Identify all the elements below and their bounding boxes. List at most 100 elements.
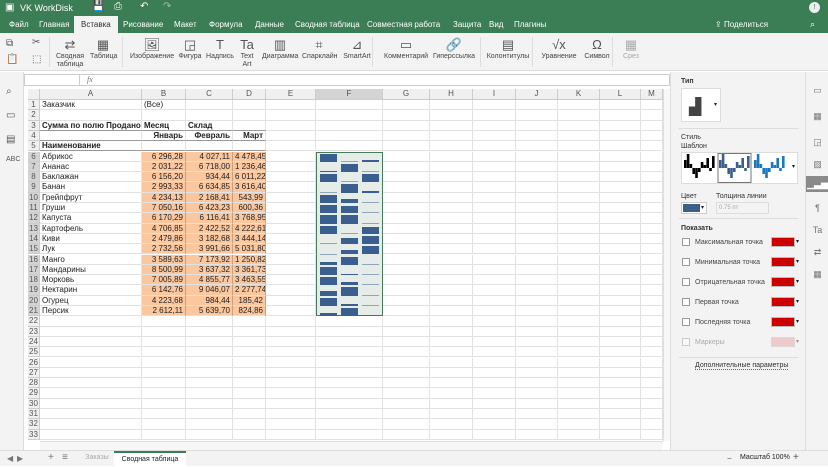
cell[interactable] (516, 409, 558, 420)
chart-button[interactable]: ▥ Диаграмма (262, 37, 298, 61)
cell[interactable] (383, 244, 430, 255)
cell[interactable] (600, 192, 641, 203)
row-header[interactable]: 31 (28, 409, 40, 420)
cell[interactable] (516, 203, 558, 214)
cell[interactable] (266, 295, 316, 306)
cell[interactable] (142, 141, 186, 152)
row-header[interactable]: 15 (28, 244, 40, 255)
cell[interactable] (383, 429, 430, 440)
row-header[interactable]: 4 (28, 130, 40, 142)
cell[interactable] (266, 141, 316, 152)
cell[interactable]: 5 031,80 (233, 244, 266, 255)
cell[interactable] (383, 336, 430, 348)
row-header[interactable]: 28 (28, 378, 40, 389)
row-header[interactable]: 16 (28, 254, 40, 265)
cell[interactable] (558, 326, 600, 337)
cell[interactable] (186, 110, 233, 121)
row-header[interactable]: 20 (28, 295, 40, 306)
cell[interactable]: 185,42 (233, 295, 266, 306)
cell[interactable]: 6 116,41 (186, 213, 233, 224)
search-icon[interactable]: ⌕ (810, 19, 816, 29)
cell[interactable] (383, 110, 430, 121)
cell[interactable] (516, 254, 558, 265)
cell[interactable] (558, 275, 600, 286)
marker-color-picker[interactable] (771, 317, 795, 327)
cell[interactable] (383, 326, 430, 337)
cell[interactable] (600, 213, 641, 224)
cell[interactable] (641, 254, 663, 265)
cell[interactable] (641, 306, 663, 317)
cell[interactable] (558, 223, 600, 234)
cell[interactable] (383, 419, 430, 430)
cell[interactable] (233, 378, 266, 389)
cell[interactable] (186, 367, 233, 379)
cell[interactable] (233, 388, 266, 399)
formula-input[interactable] (97, 75, 667, 85)
tab-8[interactable]: Совместная работа (367, 20, 441, 29)
checkbox-0[interactable] (682, 238, 690, 246)
row-header[interactable]: 1 (28, 100, 40, 111)
cell[interactable] (558, 203, 600, 214)
cell[interactable] (430, 264, 473, 276)
tab-1[interactable]: Главная (39, 20, 70, 29)
cell[interactable] (233, 409, 266, 420)
cell[interactable] (473, 285, 516, 296)
pivot-settings-icon[interactable]: ⇄ (813, 247, 822, 257)
cell[interactable] (383, 306, 430, 317)
row-header[interactable]: 18 (28, 275, 40, 286)
tab-2[interactable]: Вставка (74, 16, 118, 33)
cell[interactable] (383, 203, 430, 214)
cell[interactable] (473, 264, 516, 276)
cell[interactable] (516, 398, 558, 409)
cell[interactable] (233, 316, 266, 327)
cell[interactable] (40, 419, 142, 430)
cell[interactable]: 824,86 (233, 306, 266, 317)
cell[interactable] (186, 100, 233, 111)
cell[interactable]: Банан (40, 182, 142, 193)
cell[interactable] (641, 336, 663, 348)
cell[interactable] (558, 316, 600, 327)
cell[interactable]: 3 182,68 (186, 233, 233, 245)
cell[interactable] (473, 203, 516, 214)
cell[interactable] (40, 326, 142, 337)
add-sheet-icon[interactable]: + (48, 452, 54, 463)
cell[interactable] (383, 275, 430, 286)
column-header-M[interactable]: M (641, 89, 663, 100)
cell[interactable] (266, 192, 316, 203)
cell[interactable] (233, 336, 266, 348)
cell[interactable] (266, 233, 316, 245)
cell[interactable] (430, 316, 473, 327)
tab-11[interactable]: Плагины (514, 20, 547, 29)
cell[interactable]: Заказчик (40, 100, 142, 111)
cell[interactable] (641, 223, 663, 234)
cell[interactable] (600, 203, 641, 214)
cell[interactable] (558, 388, 600, 399)
cell[interactable] (558, 367, 600, 379)
cell[interactable] (641, 367, 663, 379)
cell[interactable] (383, 285, 430, 296)
cell[interactable] (233, 110, 266, 121)
cell[interactable] (142, 388, 186, 399)
cell[interactable] (641, 244, 663, 255)
cell[interactable] (430, 326, 473, 337)
cell[interactable] (600, 254, 641, 265)
cell[interactable] (383, 120, 430, 131)
sparkline-settings-icon[interactable]: ▁▃▅ (806, 176, 828, 192)
cell[interactable] (600, 275, 641, 286)
cell[interactable]: 4 223,68 (142, 295, 186, 306)
cell[interactable] (516, 378, 558, 389)
cell[interactable] (558, 378, 600, 389)
cell[interactable]: 4 222,61 (233, 223, 266, 234)
marker-color-picker[interactable] (771, 237, 795, 247)
column-header-I[interactable]: I (473, 89, 516, 100)
cell[interactable]: Мандарины (40, 264, 142, 276)
spreadsheet-grid[interactable]: A B C D E F G H I J K L M 1 Заказчик (Все) 2 3 Сумма по по… (28, 89, 663, 441)
cell[interactable] (641, 141, 663, 152)
cell[interactable]: Киви (40, 233, 142, 245)
cell[interactable] (142, 367, 186, 379)
cell[interactable] (266, 120, 316, 131)
cell[interactable]: Нектарин (40, 285, 142, 296)
cell[interactable] (430, 223, 473, 234)
cut-icon[interactable]: ✂ (32, 37, 41, 48)
cell[interactable] (641, 347, 663, 358)
